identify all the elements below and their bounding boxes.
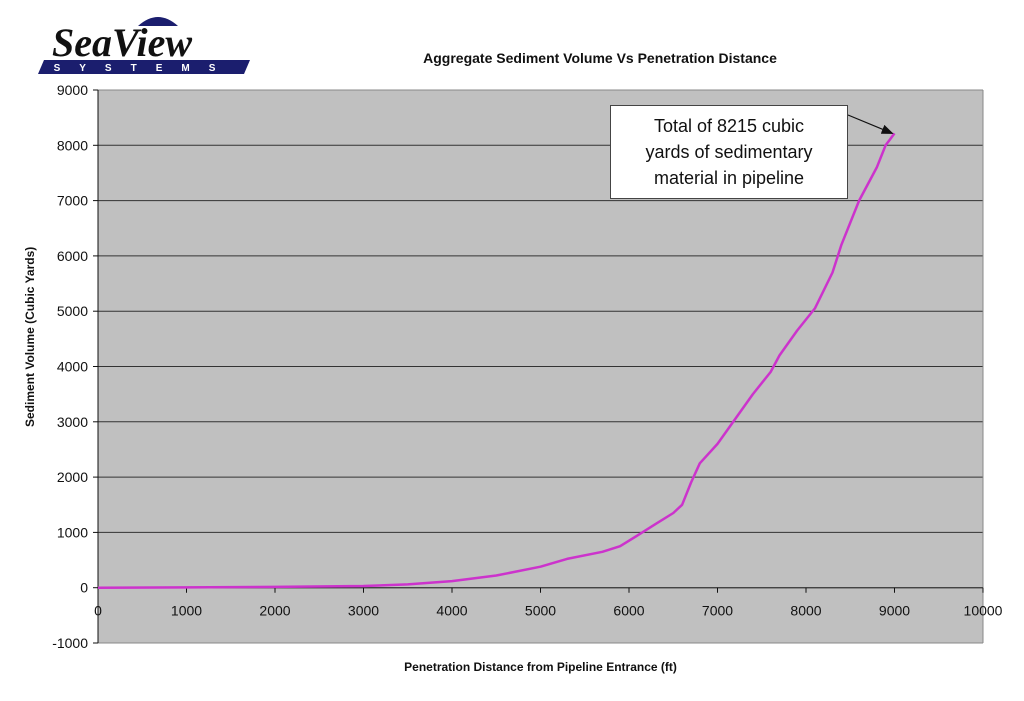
total-annotation: Total of 8215 cubic yards of sedimentary… [610, 105, 848, 199]
x-tick-label: 3000 [348, 603, 379, 619]
y-axis-label: Sediment Volume (Cubic Yards) [23, 246, 37, 427]
y-tick-label: 9000 [57, 82, 88, 98]
x-tick-label: 1000 [171, 603, 202, 619]
annotation-arrow-icon [847, 114, 894, 134]
annotation-line: yards of sedimentary [645, 142, 813, 162]
y-tick-label: 1000 [57, 524, 88, 540]
y-tick-label: 8000 [57, 137, 88, 153]
x-tick-label: 8000 [790, 603, 821, 619]
y-tick-label: -1000 [52, 635, 88, 651]
annotation-line: Total of 8215 cubic [653, 116, 805, 136]
x-tick-label: 2000 [259, 603, 290, 619]
x-tick-label: 10000 [964, 603, 1003, 619]
logo-name: SeaView [52, 20, 192, 65]
x-tick-label: 5000 [525, 603, 556, 619]
chart-title: Aggregate Sediment Volume Vs Penetration… [423, 50, 777, 66]
x-tick-label: 9000 [879, 603, 910, 619]
x-axis-label: Penetration Distance from Pipeline Entra… [404, 660, 677, 674]
y-tick-label: 3000 [57, 414, 88, 430]
seaview-logo: SeaView SYSTEMS [38, 12, 250, 78]
x-tick-label: 0 [94, 603, 102, 619]
x-tick-label: 6000 [613, 603, 644, 619]
y-tick-label: 4000 [57, 359, 88, 375]
y-tick-label: 5000 [57, 303, 88, 319]
y-tick-label: 2000 [57, 469, 88, 485]
annotation-line: material in pipeline [653, 168, 805, 188]
y-tick-label: 6000 [57, 248, 88, 264]
x-tick-label: 4000 [436, 603, 467, 619]
logo-subtitle: SYSTEMS [54, 63, 235, 74]
x-tick-label: 7000 [702, 603, 733, 619]
y-tick-label: 0 [80, 580, 88, 596]
series-line [97, 132, 896, 589]
y-tick-label: 7000 [57, 193, 88, 209]
